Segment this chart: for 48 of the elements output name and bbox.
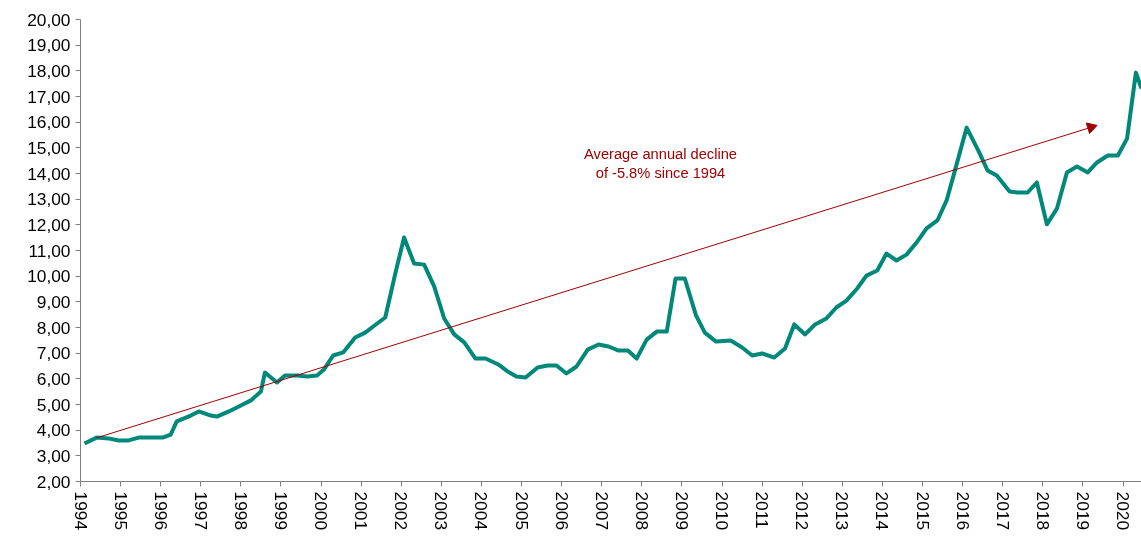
y-tick-label: 13,00 bbox=[27, 189, 71, 210]
x-tick-label: 2004 bbox=[471, 491, 492, 531]
x-tick-label: 2003 bbox=[431, 491, 452, 531]
x-tick-label: 2002 bbox=[391, 491, 412, 531]
y-tick-label: 18,00 bbox=[27, 60, 71, 81]
y-tick-label: 16,00 bbox=[27, 112, 71, 133]
x-tick-label: 2007 bbox=[591, 491, 612, 531]
annotation: Average annual decline of -5.8% since 1994 bbox=[584, 146, 737, 182]
x-tick-label: 2018 bbox=[1032, 491, 1053, 531]
x-tick-label: 2005 bbox=[511, 491, 532, 531]
x-tick-label: 2011 bbox=[752, 491, 773, 529]
y-tick-label: 15,00 bbox=[27, 137, 71, 158]
y-tick-label: 4,00 bbox=[36, 420, 71, 441]
y-tick-label: 6,00 bbox=[36, 368, 71, 389]
x-tick-label: 2017 bbox=[992, 491, 1013, 531]
x-tick-label: 1998 bbox=[230, 491, 251, 531]
y-tick-label: 9,00 bbox=[36, 291, 71, 312]
y-tick-label: 2,00 bbox=[36, 471, 71, 492]
x-tick-label: 1997 bbox=[190, 491, 211, 531]
x-tick-label: 2000 bbox=[311, 491, 332, 531]
x-tick-label: 2015 bbox=[912, 491, 933, 531]
x-tick-label: 1995 bbox=[110, 491, 131, 531]
x-tick-label: 2013 bbox=[832, 491, 853, 531]
line-series bbox=[82, 70, 1141, 446]
y-tick-label: 3,00 bbox=[36, 445, 71, 466]
x-tick-label: 2009 bbox=[671, 491, 692, 531]
y-tick-label: 17,00 bbox=[27, 86, 71, 107]
x-tick-label: 2006 bbox=[551, 491, 572, 531]
y-tick-label: 5,00 bbox=[36, 394, 71, 415]
y-tick-label: 10,00 bbox=[27, 266, 71, 287]
x-tick-label: 2001 bbox=[351, 491, 372, 531]
y-tick-label: 11,00 bbox=[28, 240, 71, 261]
x-tick-label: 2020 bbox=[1113, 491, 1134, 531]
y-tick-label: 19,00 bbox=[27, 35, 71, 56]
y-tick-label: 8,00 bbox=[36, 317, 71, 338]
x-tick-label: 2010 bbox=[712, 491, 733, 531]
x-tick-label: 2008 bbox=[631, 491, 652, 531]
x-tick-label: 1996 bbox=[150, 491, 171, 531]
x-tick-label: 1994 bbox=[70, 491, 91, 531]
y-tick-label: 7,00 bbox=[36, 343, 71, 364]
x-tick-label: 2019 bbox=[1072, 491, 1093, 531]
x-tick-label: 2016 bbox=[952, 491, 973, 531]
x-tick-label: 2014 bbox=[872, 491, 893, 531]
x-tick-label: 2012 bbox=[792, 491, 813, 531]
x-tick-label: 1999 bbox=[270, 491, 291, 531]
y-tick-label: 14,00 bbox=[27, 163, 71, 184]
y-tick-label: 12,00 bbox=[27, 214, 71, 235]
y-tick-label: 20,00 bbox=[27, 9, 71, 30]
